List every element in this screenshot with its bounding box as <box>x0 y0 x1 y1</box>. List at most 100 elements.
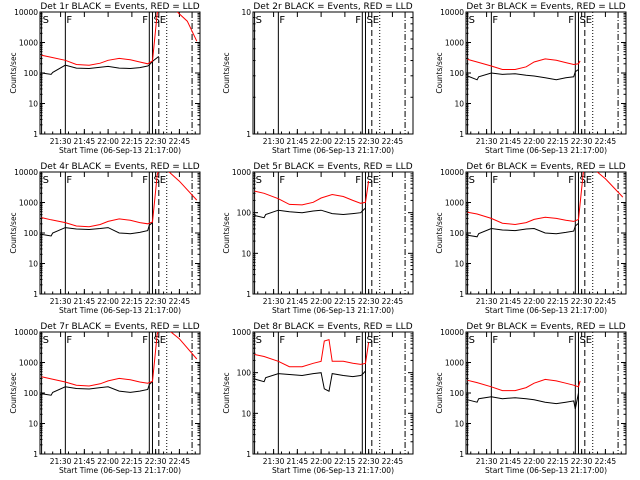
x-tick-label: 22:15 <box>121 137 143 146</box>
x-tick-label: 22:30 <box>358 457 380 466</box>
x-tick-label: 21:30 <box>476 297 498 306</box>
x-tick-label: 22:15 <box>334 457 356 466</box>
x-tick-label: 22:30 <box>571 457 593 466</box>
y-tick-label: 100 <box>24 69 39 78</box>
x-tick-label: 22:45 <box>169 457 191 466</box>
x-tick-label: 21:30 <box>50 137 72 146</box>
y-tick-label: 1000 <box>232 168 251 177</box>
y-tick-label: 1 <box>459 130 464 139</box>
x-tick-label: 22:00 <box>97 457 119 466</box>
x-tick-label: 21:30 <box>50 297 72 306</box>
marker-label: E <box>160 335 166 346</box>
events-rate-line <box>467 392 579 409</box>
y-tick-label: 1000 <box>445 39 464 48</box>
x-axis-label: Start Time (06-Sep-13 21:17:00) <box>59 466 181 475</box>
x-tick-label: 21:45 <box>287 137 309 146</box>
y-tick-label: 1 <box>33 290 38 299</box>
events-rate-line <box>254 370 366 392</box>
marker-label: S <box>469 335 475 346</box>
marker-label: E <box>586 15 592 26</box>
x-axis-label: Start Time (06-Sep-13 21:17:00) <box>59 306 181 315</box>
y-tick-label: 1000 <box>232 328 251 337</box>
marker-label: F <box>492 175 498 186</box>
x-tick-label: 21:45 <box>74 457 96 466</box>
x-tick-label: 22:30 <box>358 137 380 146</box>
x-tick-label: 22:00 <box>310 137 332 146</box>
marker-label: F <box>355 335 361 346</box>
x-tick-label: 22:00 <box>97 297 119 306</box>
events-rate-line <box>41 56 160 75</box>
y-axis-label: Counts/sec <box>222 372 231 413</box>
x-tick-label: 21:45 <box>74 137 96 146</box>
x-tick-label: 22:00 <box>523 137 545 146</box>
lld-rate-line <box>254 180 370 206</box>
x-tick-label: 22:45 <box>382 297 404 306</box>
y-tick-label: 100 <box>237 369 252 378</box>
panel-title: Det 3r BLACK = Events, RED = LLD <box>466 2 625 12</box>
x-tick-label: 22:30 <box>145 137 167 146</box>
lld-rate-line <box>467 172 624 226</box>
y-tick-label: 10000 <box>440 328 464 337</box>
panel-title: Det 5r BLACK = Events, RED = LLD <box>253 162 412 172</box>
x-axis-label: Start Time (06-Sep-13 21:17:00) <box>485 306 607 315</box>
events-rate-line <box>254 207 366 219</box>
x-tick-label: 21:45 <box>500 297 522 306</box>
x-tick-label: 21:45 <box>287 297 309 306</box>
events-rate-line <box>41 222 153 237</box>
marker-label: F <box>568 15 574 26</box>
x-tick-label: 22:30 <box>145 457 167 466</box>
marker-label: S <box>256 175 262 186</box>
x-tick-label: 21:30 <box>50 457 72 466</box>
y-tick-label: 100 <box>24 229 39 238</box>
y-tick-label: 10 <box>454 420 464 429</box>
marker-label: F <box>66 175 72 186</box>
marker-label: F <box>279 175 285 186</box>
marker-label: E <box>373 335 379 346</box>
plot-frame <box>39 11 201 135</box>
lld-rate-line <box>254 338 370 368</box>
y-tick-label: 1 <box>459 450 464 459</box>
x-tick-label: 22:30 <box>145 297 167 306</box>
y-tick-label: 10000 <box>14 328 38 337</box>
marker-label: S <box>469 175 475 186</box>
x-axis-label: Start Time (06-Sep-13 21:17:00) <box>272 306 394 315</box>
x-tick-label: 21:30 <box>476 137 498 146</box>
y-tick-label: 10000 <box>440 8 464 17</box>
x-axis-label: Start Time (06-Sep-13 21:17:00) <box>485 466 607 475</box>
x-tick-label: 21:30 <box>476 457 498 466</box>
marker-label: F <box>492 335 498 346</box>
y-tick-label: 1000 <box>445 359 464 368</box>
x-tick-label: 22:00 <box>97 137 119 146</box>
x-axis-label: Start Time (06-Sep-13 21:17:00) <box>485 146 607 155</box>
x-tick-label: 22:00 <box>523 297 545 306</box>
y-axis-label: Counts/sec <box>222 52 231 93</box>
marker-label: F <box>568 335 574 346</box>
x-tick-label: 22:00 <box>310 297 332 306</box>
y-tick-label: 10000 <box>14 8 38 17</box>
y-tick-label: 1 <box>459 290 464 299</box>
x-tick-label: 22:45 <box>382 137 404 146</box>
marker-label: S <box>579 335 585 346</box>
plot-frame <box>39 331 201 455</box>
marker-label: E <box>586 175 592 186</box>
marker-label: F <box>279 335 285 346</box>
x-tick-label: 22:45 <box>382 457 404 466</box>
panel-title: Det 4r BLACK = Events, RED = LLD <box>40 162 199 172</box>
x-tick-label: 22:15 <box>121 457 143 466</box>
y-axis-label: Counts/sec <box>435 52 444 93</box>
x-tick-label: 21:45 <box>500 137 522 146</box>
y-tick-label: 10 <box>241 409 251 418</box>
y-axis-label: Counts/sec <box>222 212 231 253</box>
y-tick-label: 10 <box>241 8 251 17</box>
marker-label: S <box>256 15 262 26</box>
x-tick-label: 22:15 <box>547 457 569 466</box>
lld-rate-line <box>41 332 198 387</box>
y-tick-label: 100 <box>237 209 252 218</box>
y-axis-label: Counts/sec <box>9 52 18 93</box>
